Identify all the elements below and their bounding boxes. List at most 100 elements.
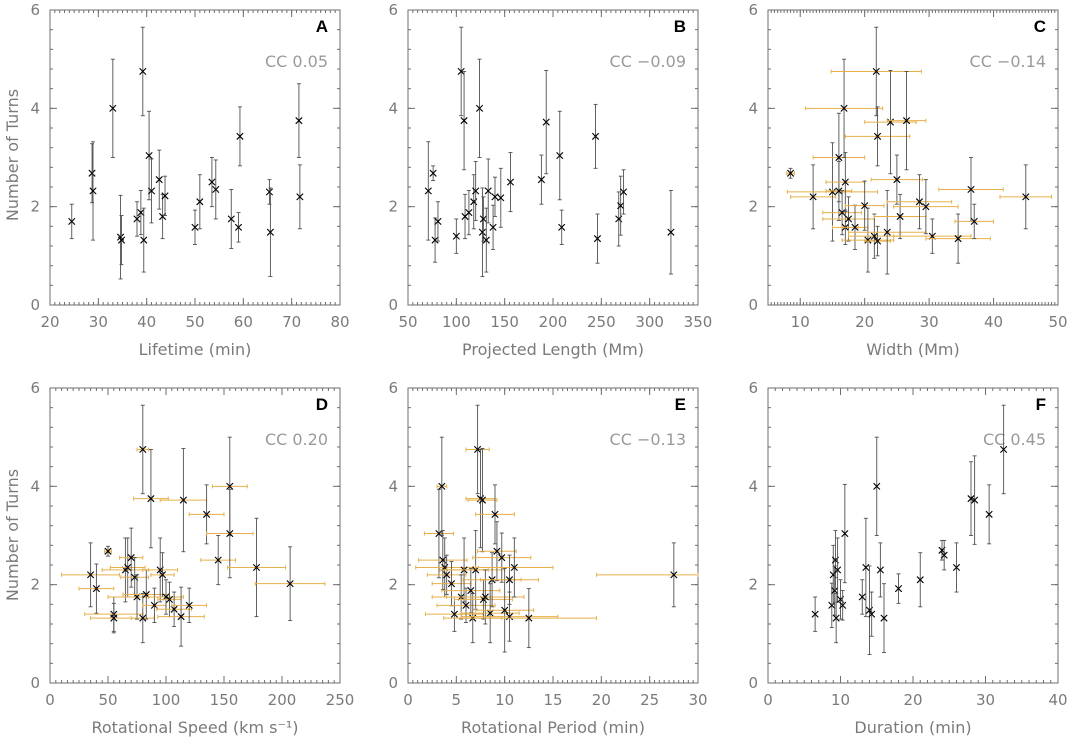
y-tick-label: 6 (388, 1, 398, 19)
x-tick-label: 0 (403, 691, 413, 709)
data-point (985, 484, 993, 545)
data-point (506, 152, 515, 213)
point-marker (482, 236, 490, 244)
point-marker (158, 571, 167, 579)
data-point (940, 539, 948, 571)
data-point (491, 176, 499, 217)
point-marker (479, 215, 487, 223)
data-point (862, 517, 870, 618)
data-point (254, 546, 326, 622)
point-marker (467, 586, 475, 595)
panel-letter: E (675, 395, 686, 414)
point-marker (667, 228, 675, 236)
point-marker (873, 237, 882, 245)
y-tick-label: 2 (748, 198, 758, 216)
x-tick-label: 20 (592, 691, 611, 709)
point-marker (104, 547, 112, 555)
point-marker (92, 585, 100, 593)
data-point (870, 154, 924, 205)
point-marker (501, 606, 509, 614)
data-point (844, 180, 885, 231)
data-point (159, 193, 167, 240)
data-point (841, 207, 895, 273)
data-point (952, 542, 961, 593)
point-marker (510, 563, 518, 572)
data-point (841, 483, 849, 584)
y-tick-label: 2 (748, 576, 758, 594)
point-marker (952, 563, 961, 572)
point-marker (486, 609, 494, 617)
data-point (212, 159, 220, 220)
point-marker (861, 202, 869, 210)
y-tick-label: 0 (748, 674, 758, 692)
point-marker (161, 192, 169, 200)
data-point (142, 587, 167, 623)
point-marker (295, 117, 303, 125)
point-marker (1022, 193, 1030, 201)
chart-panel-e: 0 5 10 15 20 25 30 0 2 4 6 Rotational Period (min) E… (388, 379, 707, 737)
point-marker (465, 208, 473, 217)
data-point (804, 58, 884, 158)
point-marker (286, 580, 294, 588)
point-marker (868, 610, 876, 618)
x-tick-label: 100 (152, 691, 181, 709)
point-marker (447, 580, 456, 588)
point-marker (940, 551, 948, 559)
y-tick-label: 0 (388, 674, 398, 692)
data-point (475, 484, 515, 545)
point-marker (150, 601, 158, 609)
data-point (436, 587, 496, 623)
data-point (868, 591, 876, 637)
data-point (137, 189, 145, 236)
point-marker (880, 614, 888, 622)
point-marker (542, 118, 550, 126)
x-tick-label: 350 (684, 313, 713, 331)
point-marker (142, 590, 150, 599)
point-marker (124, 563, 132, 572)
point-marker (434, 217, 442, 226)
point-marker (786, 169, 795, 177)
data-point (556, 110, 564, 201)
data-point (208, 157, 216, 208)
point-marker (438, 482, 446, 490)
y-tick-label: 4 (388, 477, 398, 495)
data-point (418, 530, 468, 591)
data-point (864, 225, 891, 257)
point-marker (556, 151, 564, 160)
y-tick-label: 2 (30, 576, 40, 594)
point-marker (886, 118, 895, 126)
point-marker (870, 232, 878, 240)
x-axis-title: Width (Mm) (866, 340, 959, 359)
point-marker (835, 187, 843, 195)
data-point (90, 602, 138, 634)
y-tick-label: 4 (30, 99, 40, 117)
data-point (916, 552, 924, 608)
point-marker (457, 67, 465, 76)
point-marker (155, 176, 163, 184)
x-tick-label: 20 (855, 313, 874, 331)
data-point (844, 106, 911, 167)
point-marker (481, 593, 489, 601)
x-tick-label: 50 (1048, 313, 1067, 331)
chart-panel-c: 10 20 30 40 50 0 2 4 6 Width (Mm) C CC −0.14 (748, 1, 1067, 359)
point-marker (109, 104, 117, 112)
correlation-label: CC −0.09 (610, 52, 686, 71)
data-point (266, 187, 274, 277)
point-marker (265, 188, 274, 196)
data-point (591, 103, 600, 169)
x-tick-label: 250 (587, 313, 616, 331)
x-tick-label: 150 (210, 691, 239, 709)
point-marker (236, 132, 244, 140)
point-marker (110, 614, 118, 622)
data-point (667, 189, 675, 275)
x-tick-label: 20 (903, 691, 922, 709)
point-marker (140, 236, 148, 244)
data-point (467, 448, 498, 553)
x-tick-label: 70 (282, 313, 301, 331)
data-point (811, 596, 819, 632)
point-marker (145, 151, 153, 160)
data-point (497, 167, 505, 228)
data-point (834, 537, 842, 603)
data-point (446, 569, 525, 625)
